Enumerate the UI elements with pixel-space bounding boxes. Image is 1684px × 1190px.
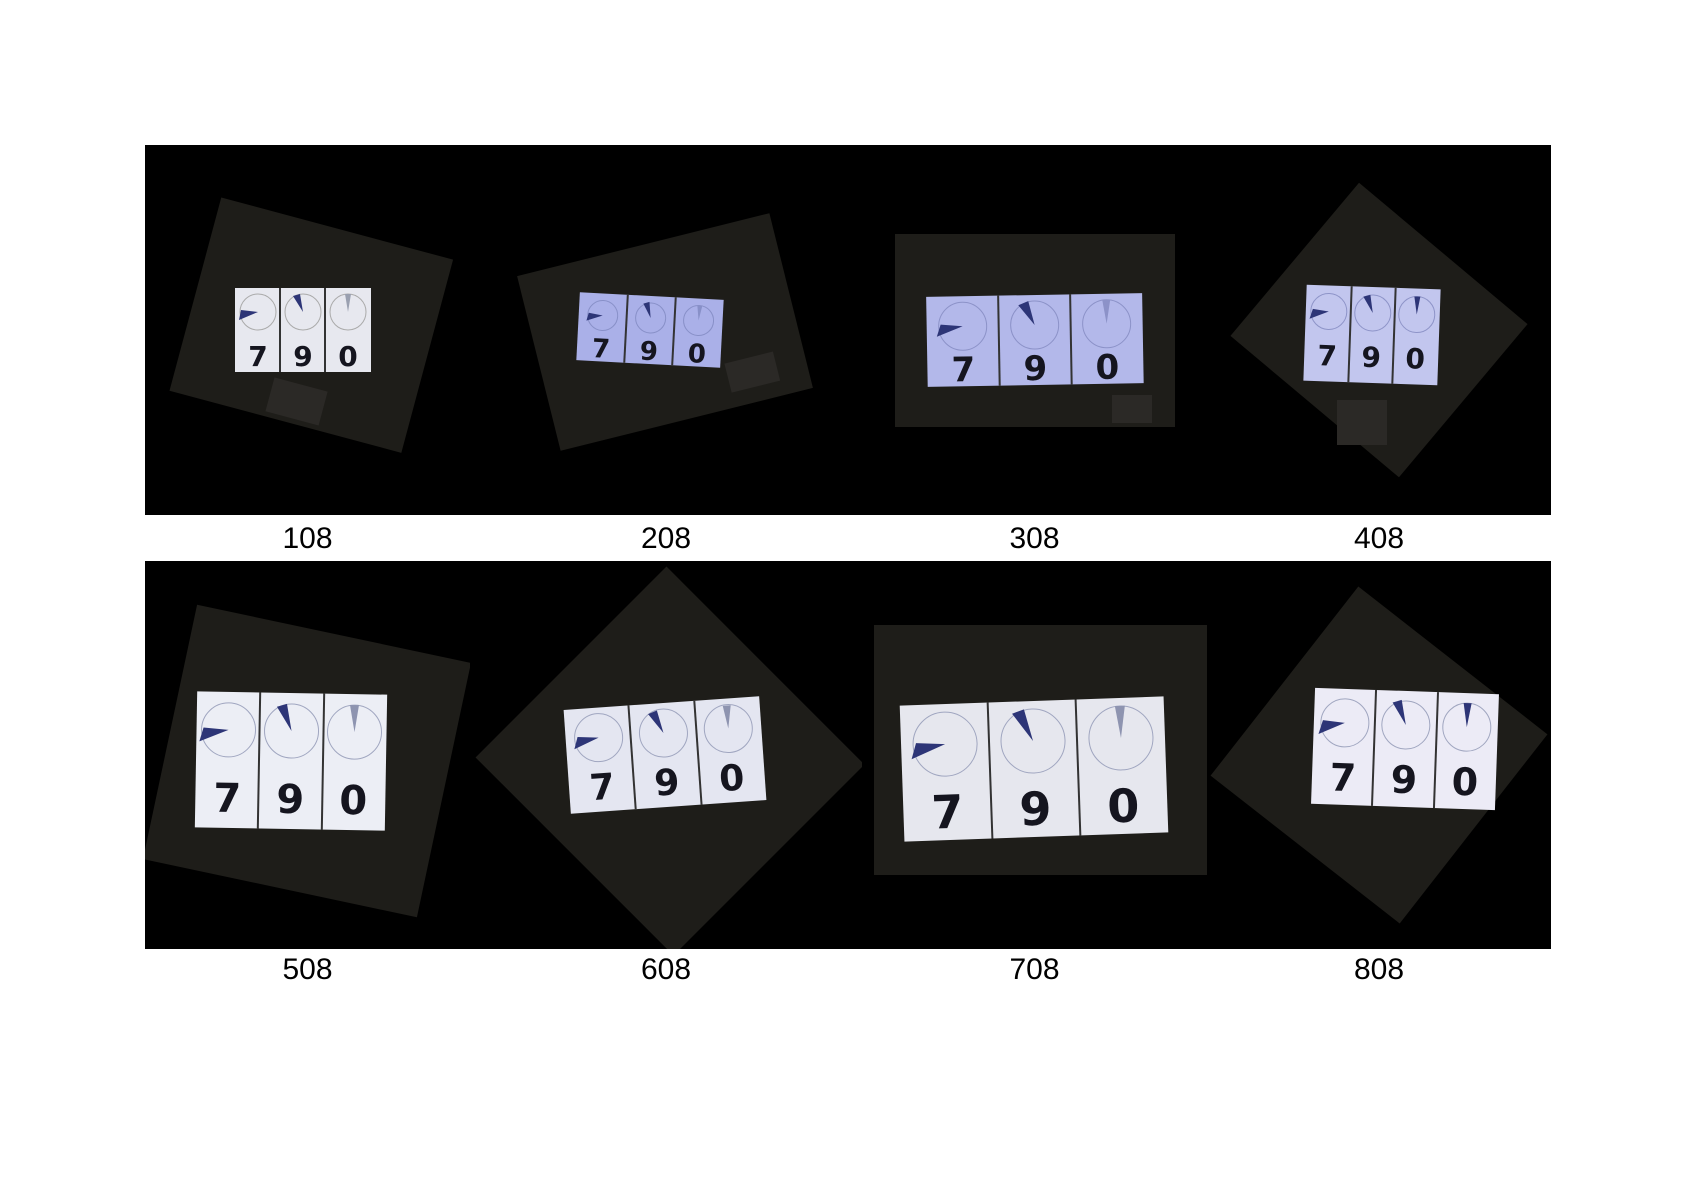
display-5: 7 9 0 (195, 691, 387, 830)
display-4: 7 9 0 (1303, 285, 1440, 386)
meter-photo-5: 7 9 0 (145, 561, 470, 949)
digit-6-1: 7 (588, 767, 616, 810)
digit-7-3: 0 (1106, 778, 1140, 833)
digit-5-3: 0 (339, 778, 368, 824)
digit-6-2: 9 (653, 762, 681, 805)
digit-8-1: 7 (1329, 755, 1357, 800)
digit-5-1: 7 (213, 776, 242, 822)
photo-panel-5: 7 9 0 (145, 561, 470, 949)
digit-7-1: 7 (931, 785, 965, 840)
meter-photo-4: 7 9 0 (1207, 145, 1551, 515)
panel-label-3: 308 (862, 521, 1207, 557)
digit-2-2: 9 (639, 337, 659, 368)
digit-6-3: 0 (718, 758, 746, 801)
meter-photo-3: 7 9 0 (862, 145, 1207, 515)
panel-label-4: 408 (1207, 521, 1551, 557)
digit-4-3: 0 (1405, 342, 1426, 376)
photo-panel-3: 7 9 0 (862, 145, 1207, 515)
display-7: 7 9 0 (900, 696, 1169, 841)
panel-label-1: 108 (145, 521, 470, 557)
panel-label-5: 508 (145, 952, 470, 988)
display-8: 7 9 0 (1311, 688, 1499, 810)
photo-panel-1: 7 9 0 (145, 145, 470, 515)
digit-8-3: 0 (1451, 760, 1479, 805)
digit-1-1: 7 (248, 340, 267, 373)
display-6: 7 9 0 (564, 696, 767, 813)
photo-panel-7: 7 9 0 (862, 561, 1207, 949)
digit-3-3: 0 (1095, 348, 1119, 388)
meter-photo-2: 7 9 0 (470, 145, 862, 515)
digit-4-1: 7 (1317, 339, 1338, 373)
display-2: 7 9 0 (576, 292, 724, 370)
meter-photo-7: 7 9 0 (862, 561, 1207, 949)
digit-4-2: 9 (1361, 341, 1382, 375)
panel-label-7: 708 (862, 952, 1207, 988)
panel-label-6: 608 (470, 952, 862, 988)
photo-panel-2: 7 9 0 (470, 145, 862, 515)
panel-label-2: 208 (470, 521, 862, 557)
panel-label-8: 808 (1207, 952, 1551, 988)
digit-3-1: 7 (951, 350, 975, 390)
meter-photo-8: 7 9 0 (1207, 561, 1551, 949)
photo-panel-8: 7 9 0 (1207, 561, 1551, 949)
photo-panel-4: 7 9 0 (1207, 145, 1551, 515)
digit-1-2: 9 (293, 340, 312, 373)
meter-photo-1: 7 9 0 (145, 145, 470, 515)
display-3: 7 9 0 (926, 293, 1144, 391)
meter-photo-6: 7 9 0 (470, 561, 862, 949)
display-1: 7 9 0 (235, 288, 371, 373)
digit-2-3: 0 (687, 339, 707, 370)
digit-2-1: 7 (591, 334, 611, 365)
photo-panel-6: 7 9 0 (470, 561, 862, 949)
digit-5-2: 9 (276, 777, 305, 823)
digit-3-2: 9 (1023, 349, 1047, 389)
digit-7-2: 9 (1018, 781, 1052, 836)
digit-8-2: 9 (1390, 758, 1418, 803)
digit-1-3: 0 (338, 340, 357, 373)
